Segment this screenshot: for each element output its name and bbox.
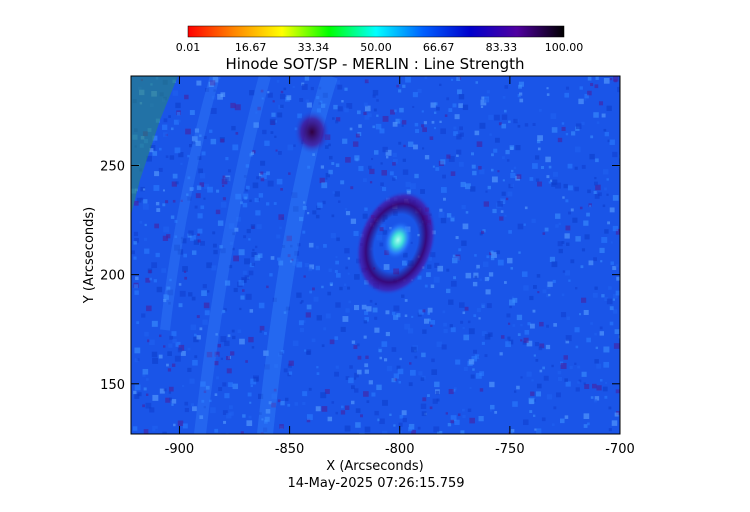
colorbar-tick-label: 100.00 [545, 41, 584, 54]
y-tick-label: 150 [100, 378, 125, 393]
solar-image [131, 76, 620, 434]
x-tick-label: -800 [385, 442, 415, 457]
colorbar-tick-label: 66.67 [423, 41, 455, 54]
colorbar-tick-label: 16.67 [235, 41, 267, 54]
x-tick-label: -850 [275, 442, 305, 457]
x-tick-label: -750 [495, 442, 525, 457]
y-tick-label: 200 [100, 269, 125, 284]
colorbar-tick-label: 33.34 [298, 41, 330, 54]
colorbar [187, 25, 565, 38]
plot-title: Hinode SOT/SP - MERLIN : Line Strength [225, 55, 524, 73]
colorbar-labels: 0.01 16.67 33.34 50.00 66.67 83.33 100.00 [176, 41, 584, 54]
y-axis: 150 200 250 [100, 160, 620, 393]
y-axis-label: Y (Arcseconds) [82, 207, 97, 304]
colorbar-tick-label: 50.00 [360, 41, 392, 54]
x-axis: -900 -850 -800 -750 -700 [165, 76, 635, 457]
colorbar-tick-label: 83.33 [486, 41, 518, 54]
x-tick-label: -900 [165, 442, 195, 457]
timestamp: 14-May-2025 07:26:15.759 [287, 476, 464, 491]
y-tick-label: 250 [100, 160, 125, 175]
x-tick-label: -700 [605, 442, 635, 457]
x-axis-label: X (Arcseconds) [326, 459, 423, 474]
colorbar-tick-label: 0.01 [176, 41, 201, 54]
